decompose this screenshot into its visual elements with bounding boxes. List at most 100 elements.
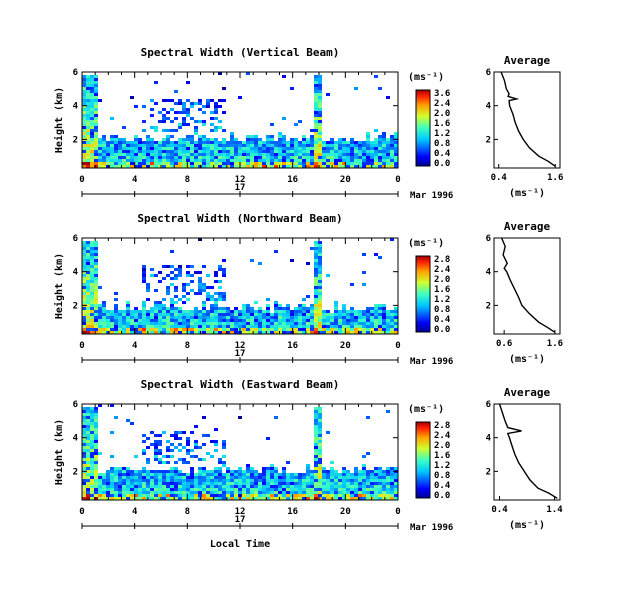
heatmap-cell	[326, 473, 330, 476]
y-tick-label: 2	[73, 301, 78, 311]
heatmap-cell	[190, 476, 194, 479]
heatmap-cell	[290, 488, 294, 491]
heatmap-cell	[390, 494, 394, 497]
heatmap-cell	[278, 494, 282, 497]
heatmap-cell	[82, 244, 86, 247]
heatmap-cell	[318, 319, 322, 322]
heatmap-cell	[226, 325, 230, 328]
heatmap-cell	[310, 162, 314, 165]
heatmap-cell	[94, 295, 98, 298]
heatmap-cell	[94, 488, 98, 491]
heatmap-cell	[346, 162, 350, 165]
heatmap-cell	[286, 159, 290, 162]
heatmap-cell	[318, 455, 322, 458]
heatmap-cell	[214, 117, 218, 120]
heatmap-cell	[118, 485, 122, 488]
heatmap-cell	[82, 135, 86, 138]
heatmap-cell	[362, 482, 366, 485]
heatmap-cell	[206, 494, 210, 497]
heatmap-cell	[134, 307, 138, 310]
heatmap-cell	[294, 479, 298, 482]
heatmap-cell	[90, 283, 94, 286]
heatmap-cell	[170, 144, 174, 147]
heatmap-cell	[354, 467, 358, 470]
heatmap-cell	[266, 159, 270, 162]
heatmap-cell	[266, 488, 270, 491]
heatmap-cell	[182, 485, 186, 488]
heatmap-cell	[94, 99, 98, 102]
heatmap-cells	[82, 404, 398, 500]
heatmap-cell	[186, 162, 190, 165]
heatmap-cell	[154, 473, 158, 476]
heatmap-cell	[90, 256, 94, 259]
heatmap-cell	[362, 153, 366, 156]
heatmap-cell	[90, 259, 94, 262]
heatmap-cell	[130, 96, 134, 99]
heatmap-cell	[314, 250, 318, 253]
heatmap-cell	[298, 153, 302, 156]
heatmap-cell	[394, 162, 398, 165]
heatmap-cell	[314, 316, 318, 319]
heatmap-cell	[306, 162, 310, 165]
heatmap-cell	[158, 482, 162, 485]
heatmap-cell	[294, 328, 298, 331]
heatmap-cell	[82, 464, 86, 467]
heatmap-cell	[374, 325, 378, 328]
heatmap-cell	[378, 150, 382, 153]
heatmap-cell	[94, 135, 98, 138]
heatmap-cell	[150, 482, 154, 485]
heatmap-cell	[278, 304, 282, 307]
heatmap-cell	[218, 470, 222, 473]
heatmap-cell	[378, 328, 382, 331]
heatmap-cell	[326, 93, 330, 96]
heatmap-cell	[362, 159, 366, 162]
heatmap-cell	[114, 473, 118, 476]
heatmap-cell	[258, 138, 262, 141]
heatmap-cell	[394, 135, 398, 138]
heatmap-cell	[86, 455, 90, 458]
heatmap-cell	[362, 144, 366, 147]
heatmap-cell	[386, 479, 390, 482]
heatmap-cell	[94, 464, 98, 467]
heatmap-cell	[178, 485, 182, 488]
heatmap-cell	[394, 494, 398, 497]
heatmap-cell	[266, 141, 270, 144]
heatmap-cell	[138, 328, 142, 331]
heatmap-cell	[186, 319, 190, 322]
heatmap-cell	[154, 147, 158, 150]
heatmap-cell	[242, 319, 246, 322]
heatmap-cell	[146, 298, 150, 301]
heatmap-cell	[146, 141, 150, 144]
heatmap-cell	[318, 283, 322, 286]
heatmap-cell	[174, 319, 178, 322]
heatmap-cell	[86, 256, 90, 259]
heatmap-cell	[310, 135, 314, 138]
heatmap-cell	[226, 150, 230, 153]
heatmap-cell	[366, 482, 370, 485]
heatmap-cell	[334, 159, 338, 162]
heatmap-cell	[86, 156, 90, 159]
heatmap-cell	[286, 162, 290, 165]
heatmap-cell	[218, 162, 222, 165]
heatmap-cell	[90, 494, 94, 497]
heatmap-cell	[150, 162, 154, 165]
heatmap-cell	[326, 476, 330, 479]
heatmap-cell	[82, 292, 86, 295]
heatmap-cell	[382, 319, 386, 322]
heatmap-cell	[166, 485, 170, 488]
heatmap-cell	[342, 147, 346, 150]
heatmap-cell	[314, 497, 318, 500]
heatmap-cell	[326, 322, 330, 325]
heatmap-cell	[150, 476, 154, 479]
heatmap-cell	[158, 165, 162, 168]
heatmap-cell	[86, 304, 90, 307]
profile-frame	[493, 71, 561, 169]
heatmap-cell	[190, 328, 194, 331]
heatmap-cell	[334, 476, 338, 479]
heatmap-cell	[386, 494, 390, 497]
heatmap-cell	[110, 141, 114, 144]
heatmap-cell	[98, 328, 102, 331]
heatmap-cell	[94, 280, 98, 283]
heatmap-cell	[330, 494, 334, 497]
heatmap-cell	[134, 313, 138, 316]
